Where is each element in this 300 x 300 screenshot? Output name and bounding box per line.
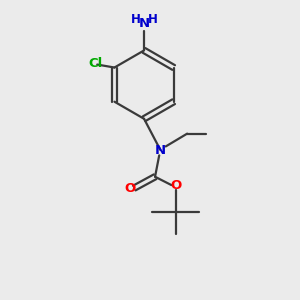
- Text: N: N: [155, 143, 166, 157]
- Text: O: O: [124, 182, 135, 195]
- Text: Cl: Cl: [88, 58, 102, 70]
- Text: H: H: [147, 13, 157, 26]
- Text: H: H: [131, 13, 141, 26]
- Text: N: N: [139, 16, 150, 30]
- Text: O: O: [170, 179, 181, 192]
